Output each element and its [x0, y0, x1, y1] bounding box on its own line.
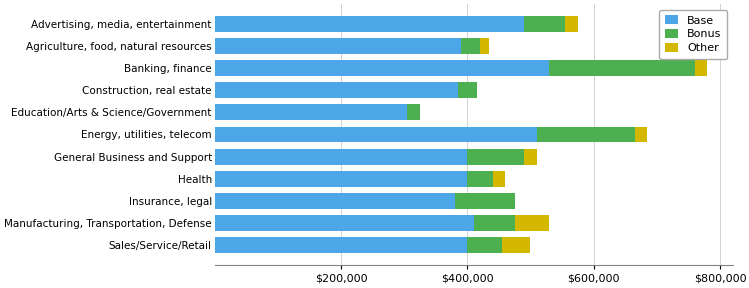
Bar	[515, 215, 550, 231]
Bar	[214, 171, 467, 187]
Bar	[214, 16, 524, 32]
Bar	[502, 237, 530, 253]
Bar	[214, 193, 455, 209]
Bar	[461, 38, 480, 54]
Bar	[458, 82, 477, 98]
Bar	[634, 126, 647, 143]
Bar	[214, 237, 467, 253]
Bar	[214, 38, 461, 54]
Bar	[473, 215, 515, 231]
Bar	[455, 193, 515, 209]
Legend: Base, Bonus, Other: Base, Bonus, Other	[659, 10, 727, 59]
Bar	[467, 171, 493, 187]
Bar	[214, 126, 537, 143]
Bar	[214, 149, 467, 164]
Bar	[480, 38, 489, 54]
Bar	[214, 82, 458, 98]
Bar	[524, 16, 565, 32]
Bar	[214, 60, 550, 76]
Bar	[537, 126, 634, 143]
Bar	[524, 149, 537, 164]
Bar	[467, 149, 524, 164]
Bar	[214, 105, 407, 120]
Bar	[214, 215, 473, 231]
Bar	[467, 237, 502, 253]
Bar	[493, 171, 506, 187]
Bar	[407, 105, 420, 120]
Bar	[565, 16, 578, 32]
Bar	[695, 60, 707, 76]
Bar	[550, 60, 695, 76]
